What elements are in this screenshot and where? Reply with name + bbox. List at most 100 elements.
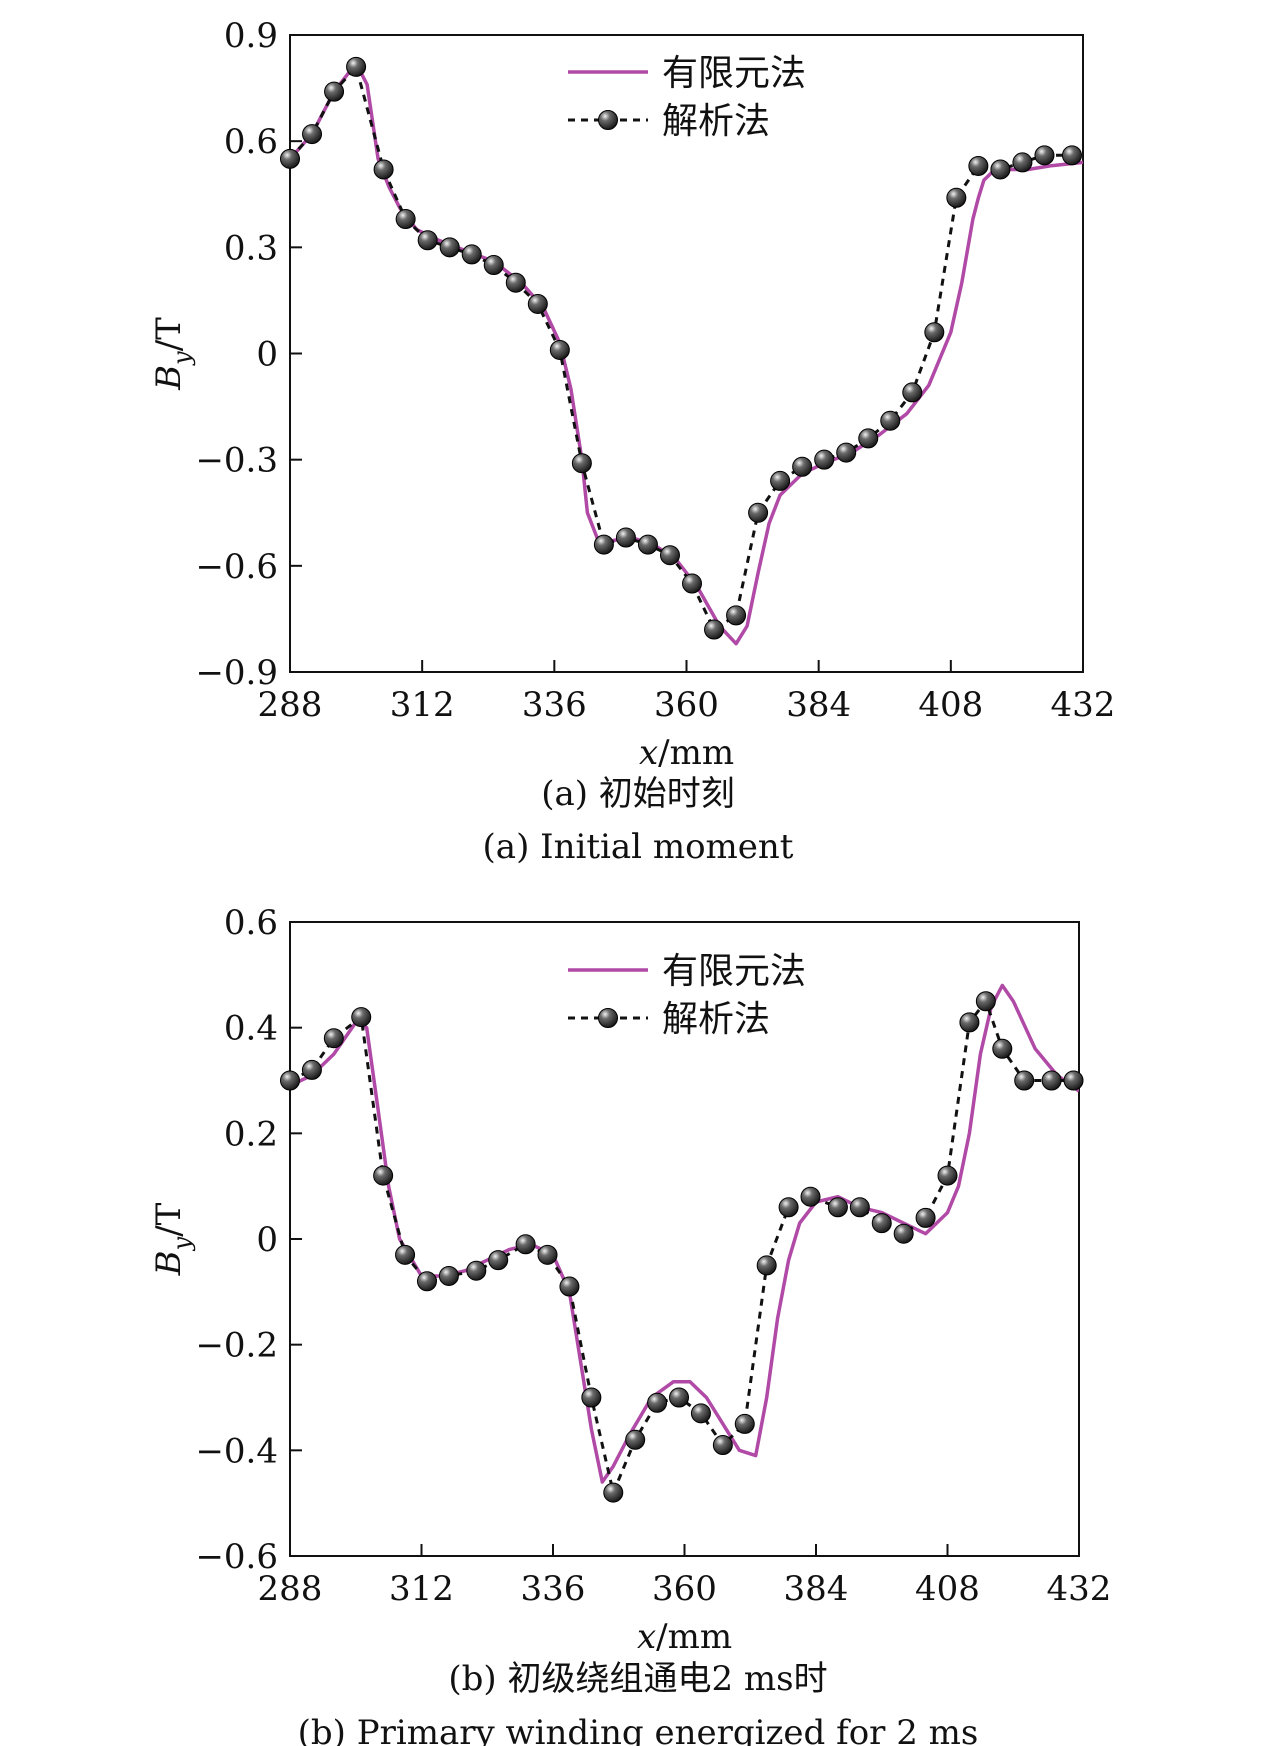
series-analytic-point	[959, 1012, 980, 1033]
series-analytic-point	[323, 1028, 344, 1049]
y-tick-label: −0.6	[195, 547, 278, 587]
series-analytic-point	[726, 605, 747, 626]
y-tick-label: 0.4	[224, 1009, 278, 1049]
series-analytic-point	[1034, 145, 1055, 166]
series-analytic-point	[992, 1038, 1013, 1059]
series-analytic-point	[346, 56, 367, 77]
y-tick-label: 0	[256, 335, 278, 375]
legend-analytic-marker	[598, 110, 618, 130]
x-tick-label: 288	[258, 1569, 323, 1609]
x-tick-label: 288	[258, 685, 323, 725]
series-analytic-point	[537, 1244, 558, 1265]
series-analytic-point	[748, 502, 769, 523]
series-analytic-point	[581, 1387, 602, 1408]
series-analytic-point	[559, 1276, 580, 1297]
series-analytic-point	[704, 619, 725, 640]
series-analytic-point	[416, 1271, 437, 1292]
y-tick-label: −0.4	[195, 1431, 278, 1471]
series-analytic-point	[438, 1265, 459, 1286]
series-analytic-point	[615, 527, 636, 548]
series-analytic-point	[1012, 152, 1033, 173]
series-analytic-point	[373, 159, 394, 180]
legend-analytic-label: 解析法	[662, 999, 770, 1040]
x-tick-label: 432	[1047, 1569, 1112, 1609]
x-tick-label: 312	[390, 685, 455, 725]
series-analytic-point	[800, 1186, 821, 1207]
series-analytic-point	[836, 442, 857, 463]
series-analytic-point	[466, 1260, 487, 1281]
series-analytic-point	[968, 155, 989, 176]
y-tick-label: 0.3	[224, 228, 278, 268]
series-analytic-point	[849, 1197, 870, 1218]
series-analytic-point	[603, 1482, 624, 1503]
series-analytic-point	[395, 1244, 416, 1265]
series-analytic-point	[659, 545, 680, 566]
series-analytic-point	[373, 1165, 394, 1186]
series-analytic-point	[975, 991, 996, 1012]
series-analytic-point	[1063, 1070, 1084, 1091]
series-analytic-point	[625, 1429, 646, 1450]
series-analytic-point	[937, 1165, 958, 1186]
series-analytic-point	[515, 1234, 536, 1255]
x-tick-label: 432	[1051, 685, 1116, 725]
y-tick-label: 0	[256, 1220, 278, 1260]
series-analytic-point	[505, 272, 526, 293]
legend-fem-label: 有限元法	[662, 951, 806, 992]
series-analytic-point	[483, 255, 504, 276]
series-analytic-point	[778, 1197, 799, 1218]
chart-b: 288 312 336 360 384 408 432 −0.6 −0.4 −0.2 0 0.2 0.4…	[149, 903, 1111, 1746]
x-tick-label: 384	[784, 1569, 849, 1609]
x-tick-label: 360	[654, 685, 719, 725]
y-tick-label: −0.9	[195, 653, 278, 693]
y-tick-label: −0.6	[195, 1537, 278, 1577]
y-tick-label: 0.9	[224, 16, 278, 56]
series-analytic-point	[712, 1435, 733, 1456]
series-fem-line	[290, 61, 1083, 646]
x-axis-label: x/mm	[637, 1617, 732, 1657]
series-analytic-point	[946, 187, 967, 208]
series-analytic-point	[734, 1413, 755, 1434]
legend-fem-label: 有限元法	[662, 53, 806, 94]
series-analytic-point	[647, 1392, 668, 1413]
x-tick-label: 336	[522, 685, 587, 725]
series-analytic-point	[439, 237, 460, 258]
series-analytic-point	[915, 1207, 936, 1228]
y-tick-label: −0.3	[195, 441, 278, 481]
caption-en: (a) Initial moment	[483, 827, 794, 867]
caption-cn: (b) 初级绕组通电2 ms时	[448, 1659, 827, 1699]
x-tick-label: 312	[389, 1569, 454, 1609]
y-axis-label: By/T	[149, 1202, 196, 1276]
series-analytic-point	[1061, 145, 1082, 166]
y-tick-label: 0.2	[224, 1114, 278, 1154]
y-tick-label: −0.2	[195, 1326, 278, 1366]
series-analytic-point	[593, 534, 614, 555]
caption-en: (b) Primary winding energized for 2 ms	[298, 1713, 979, 1746]
series-fem-line	[290, 983, 1079, 1484]
legend-analytic-label: 解析法	[662, 101, 770, 142]
x-tick-label: 384	[786, 685, 851, 725]
series-analytic-point	[417, 230, 438, 251]
series-analytic-point	[395, 209, 416, 230]
x-tick-label: 408	[918, 685, 983, 725]
series-analytic-point	[902, 382, 923, 403]
series-analytic-point	[756, 1255, 777, 1276]
series-analytic-point	[669, 1387, 690, 1408]
series-analytic-point	[637, 534, 658, 555]
series-analytic-point	[990, 159, 1011, 180]
series-analytic-point	[880, 410, 901, 431]
series-analytic-point	[571, 453, 592, 474]
series-analytic-point	[827, 1197, 848, 1218]
y-axis-label: By/T	[149, 317, 196, 391]
series-analytic-point	[488, 1250, 509, 1271]
x-tick-label: 408	[915, 1569, 980, 1609]
chart-a: 288 312 336 360 384 408 432 −0.9 −0.6 −0.3 0 0.3 0.6…	[149, 16, 1115, 867]
series-analytic-point	[280, 148, 300, 169]
series-analytic-point	[690, 1403, 711, 1424]
series-analytic-point	[301, 1059, 322, 1080]
series-analytic-point	[814, 449, 835, 470]
y-tick-label: 0.6	[224, 903, 278, 943]
caption-cn: (a) 初始时刻	[541, 774, 735, 814]
legend-analytic-marker	[598, 1008, 618, 1028]
series-analytic-point	[858, 428, 879, 449]
